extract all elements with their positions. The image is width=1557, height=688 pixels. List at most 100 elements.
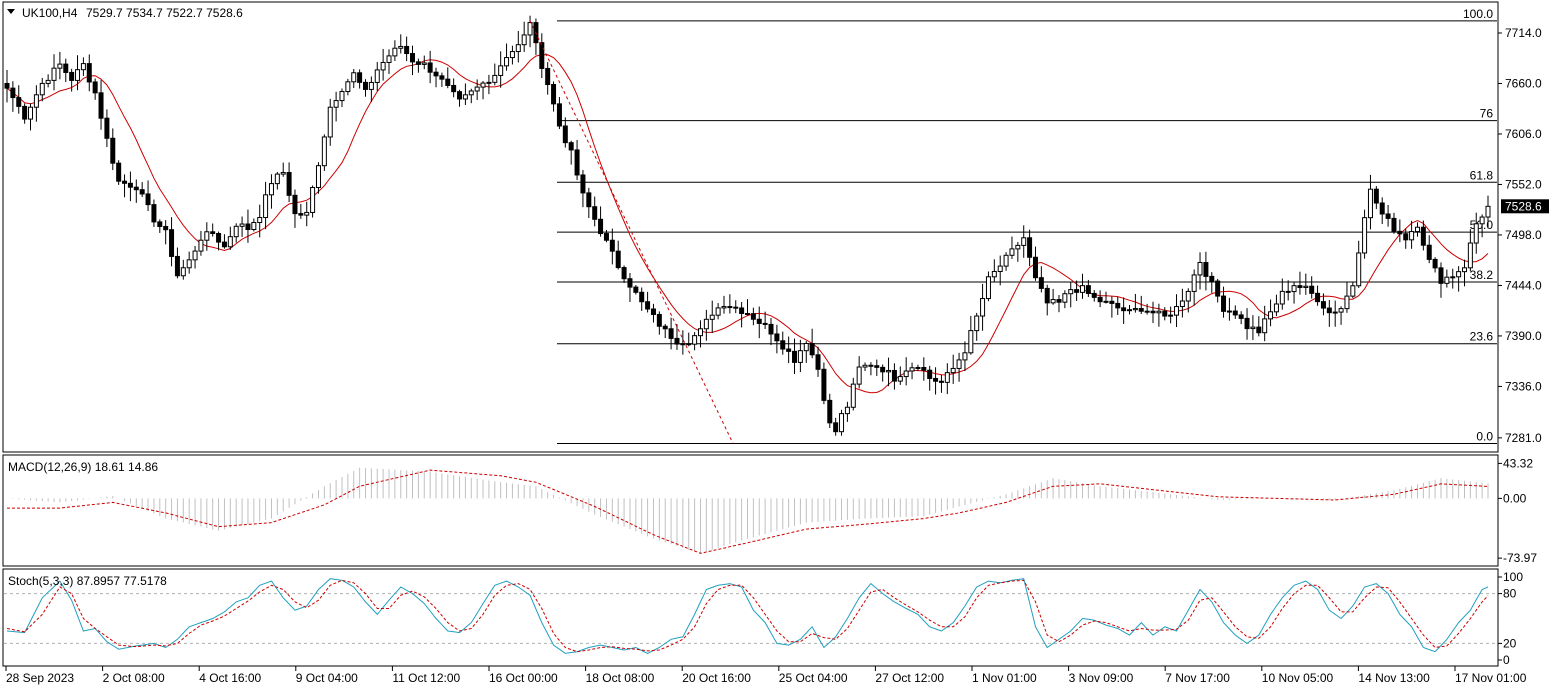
candle <box>1367 174 1373 230</box>
candle <box>750 307 756 326</box>
candle <box>1121 297 1127 324</box>
time-axis-label: 4 Oct 16:00 <box>199 671 261 685</box>
candle <box>680 330 686 355</box>
time-axis-label: 3 Nov 09:00 <box>1069 671 1134 685</box>
candle <box>1373 186 1379 210</box>
candle <box>368 76 374 102</box>
candle <box>1350 282 1356 299</box>
symbol-dropdown-icon[interactable] <box>7 9 15 14</box>
candle <box>580 169 586 208</box>
candle <box>1244 308 1250 340</box>
candle <box>586 187 592 219</box>
candle <box>386 49 392 75</box>
candle <box>427 50 433 84</box>
candle <box>1379 197 1385 224</box>
candle <box>345 78 351 96</box>
time-axis-label: 11 Oct 12:00 <box>392 671 460 685</box>
candle <box>486 74 492 95</box>
candle <box>157 219 163 233</box>
stoch-main-line <box>6 578 1489 654</box>
price-axis-label: 7714.0 <box>1505 26 1542 40</box>
stoch-axis-label: 80 <box>1503 587 1517 601</box>
price-axis-label: 7552.0 <box>1505 177 1542 191</box>
candle <box>674 324 680 350</box>
candle <box>1444 269 1450 288</box>
candle <box>1232 305 1238 319</box>
candle <box>1315 285 1321 306</box>
candle <box>1450 268 1456 289</box>
candle <box>221 234 227 249</box>
candle <box>110 128 116 171</box>
candle <box>39 77 45 102</box>
candle <box>280 162 286 177</box>
price-panel[interactable] <box>2 1 1499 453</box>
candle <box>333 91 339 122</box>
candle <box>1027 229 1033 267</box>
candle <box>968 315 974 355</box>
candle <box>1174 294 1180 328</box>
candle <box>1062 290 1068 309</box>
time-axis-label: 28 Sep 2023 <box>6 671 74 685</box>
candle <box>950 354 956 384</box>
candle <box>862 362 868 372</box>
candle <box>292 189 298 228</box>
time-axis-label: 16 Oct 00:00 <box>489 671 558 685</box>
macd-series <box>7 467 1489 554</box>
candle <box>692 332 698 351</box>
candle <box>104 109 110 148</box>
symbol-label[interactable]: UK100,H4 <box>22 6 78 20</box>
candle <box>756 306 762 339</box>
candle <box>451 78 457 98</box>
candle <box>1238 311 1244 325</box>
candle <box>268 174 274 209</box>
candle <box>1273 294 1279 317</box>
fib-level-label: 38.2 <box>1470 268 1494 282</box>
candle <box>786 336 792 364</box>
candle <box>233 223 239 243</box>
candle <box>598 206 604 237</box>
macd-signal-line <box>7 469 1489 554</box>
candle <box>122 174 128 198</box>
candle <box>145 180 151 212</box>
candle <box>1268 299 1274 327</box>
candle <box>116 160 122 185</box>
candle <box>815 346 821 377</box>
candle <box>169 217 175 267</box>
candle <box>839 409 845 436</box>
candle <box>1162 307 1168 321</box>
candle <box>1044 284 1050 316</box>
candle <box>304 201 310 227</box>
candle <box>856 356 862 389</box>
candle <box>362 79 368 97</box>
candle <box>4 69 10 103</box>
candle <box>609 228 615 265</box>
candle <box>897 366 903 385</box>
price-axis-label: 7606.0 <box>1505 127 1542 141</box>
candle <box>1132 293 1138 313</box>
candle <box>321 134 327 171</box>
ohlc-label: 7529.7 7534.7 7522.7 7528.6 <box>86 6 243 20</box>
stoch-panel[interactable] <box>2 568 1499 667</box>
candle <box>1414 222 1420 237</box>
candle <box>421 55 427 70</box>
current-price-label: 7528.6 <box>1505 199 1542 213</box>
candle <box>662 324 668 339</box>
candle <box>239 216 245 237</box>
candle <box>515 30 521 63</box>
macd-panel[interactable] <box>2 454 1499 567</box>
candle <box>1320 293 1326 316</box>
candle <box>933 367 939 395</box>
candle <box>621 265 627 283</box>
price-axis-label: 7660.0 <box>1505 76 1542 90</box>
candle <box>1409 220 1415 249</box>
time-axis-label: 20 Oct 16:00 <box>682 671 751 685</box>
candle <box>938 374 944 393</box>
candle <box>1226 297 1232 321</box>
candle <box>903 357 909 386</box>
candle <box>1185 288 1191 313</box>
candle <box>1109 296 1115 318</box>
candle <box>33 85 39 122</box>
candle <box>286 162 292 203</box>
candle <box>10 81 16 112</box>
